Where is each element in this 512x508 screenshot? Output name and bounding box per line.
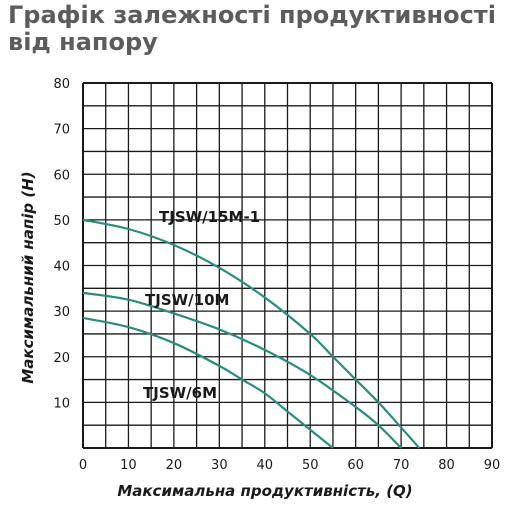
y-tick-label: 20	[53, 351, 70, 366]
y-tick-label: 80	[53, 77, 70, 92]
curves	[82, 218, 421, 449]
x-axis-title: Максимальна продуктивність, (Q)	[117, 482, 412, 500]
y-tick-label: 70	[53, 123, 70, 138]
series-line	[82, 291, 402, 449]
y-tick-label: 30	[53, 305, 70, 320]
labels: 0 10 20 30 40 50 60 70 80 90 10 20 30 40 50 60 70 80 Макси…	[19, 77, 500, 500]
y-tick-label: 50	[53, 214, 70, 229]
x-tick-label: 50	[302, 458, 319, 473]
y-tick-label: 60	[53, 168, 70, 183]
x-tick-label: 70	[393, 458, 410, 473]
x-tick-label: 10	[120, 458, 137, 473]
series-line	[82, 218, 421, 449]
x-tick-label: 60	[347, 458, 364, 473]
x-tick-label: 30	[211, 458, 228, 473]
x-tick-label: 40	[257, 458, 274, 473]
y-tick-label: 40	[53, 260, 70, 275]
x-tick-label: 90	[484, 458, 501, 473]
series-line	[82, 316, 334, 449]
x-tick-label: 20	[166, 458, 183, 473]
chart-title: Графік залежності продуктивності від нап…	[8, 1, 496, 56]
x-tick-label: 80	[438, 458, 455, 473]
y-axis-title: Максимальний напір (H)	[19, 171, 37, 383]
grid	[82, 82, 493, 449]
series-label: TJSW/6M	[143, 384, 217, 402]
y-tick-label: 10	[53, 396, 70, 411]
series-label: TJSW/10M	[145, 291, 229, 309]
x-tick-label: 0	[79, 458, 87, 473]
series-label: TJSW/15M-1	[159, 208, 260, 226]
